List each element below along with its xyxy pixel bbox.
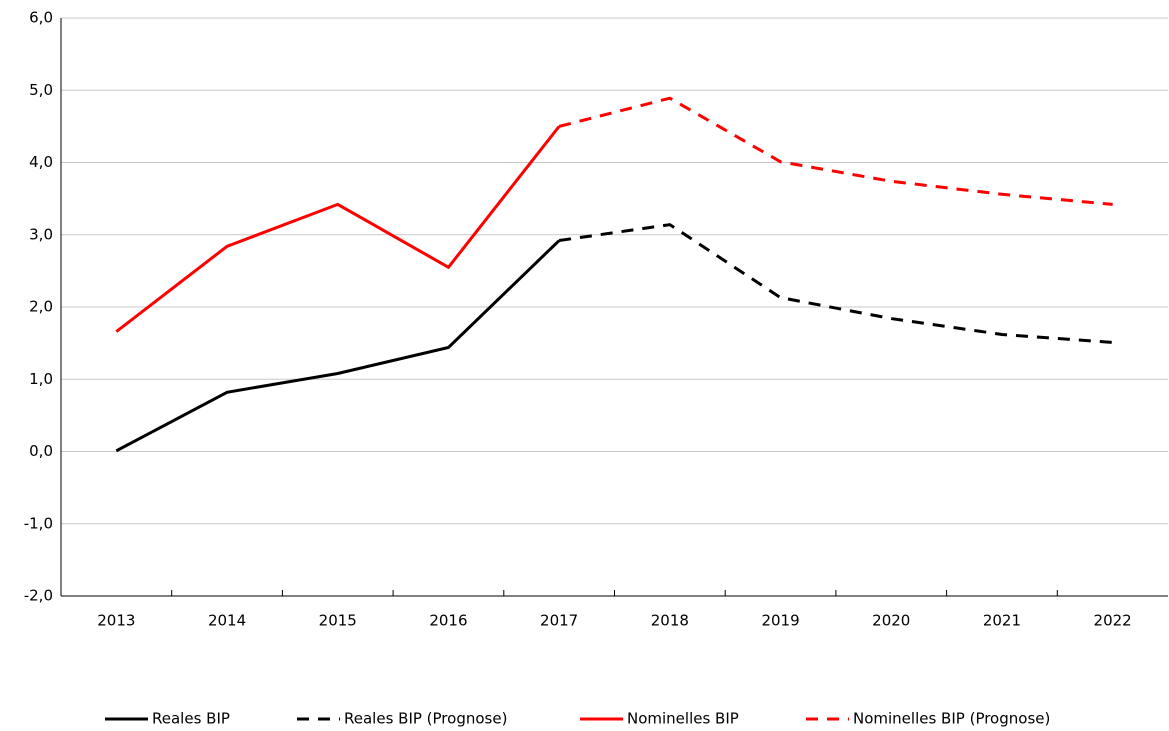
x-tick-label: 2019 — [761, 612, 799, 630]
legend-label: Reales BIP (Prognose) — [344, 710, 507, 728]
y-tick-label: 1,0 — [29, 370, 53, 388]
y-tick-label: -2,0 — [24, 587, 53, 605]
x-tick-label: 2013 — [97, 612, 135, 630]
legend-label: Nominelles BIP (Prognose) — [853, 710, 1050, 728]
series-line — [558, 96, 1113, 206]
x-tick-label: 2021 — [983, 612, 1021, 630]
y-tick-label: 4,0 — [29, 153, 53, 171]
legend-label: Reales BIP — [152, 710, 230, 728]
series-line — [558, 223, 1113, 344]
series-line — [115, 239, 561, 453]
series-line — [115, 125, 561, 333]
x-tick-label: 2017 — [540, 612, 578, 630]
y-tick-label: 3,0 — [29, 225, 53, 243]
x-tick-label: 2016 — [429, 612, 467, 630]
x-tick-label: 2014 — [208, 612, 246, 630]
x-tick-label: 2022 — [1094, 612, 1132, 630]
x-tick-label: 2015 — [319, 612, 357, 630]
y-tick-label: 6,0 — [29, 9, 53, 27]
legend-label: Nominelles BIP — [627, 710, 739, 728]
x-tick-label: 2018 — [651, 612, 689, 630]
x-tick-label: 2020 — [872, 612, 910, 630]
y-tick-label: 0,0 — [29, 442, 53, 460]
y-tick-label: 5,0 — [29, 81, 53, 99]
y-tick-label: 2,0 — [29, 298, 53, 316]
y-tick-label: -1,0 — [24, 514, 53, 532]
